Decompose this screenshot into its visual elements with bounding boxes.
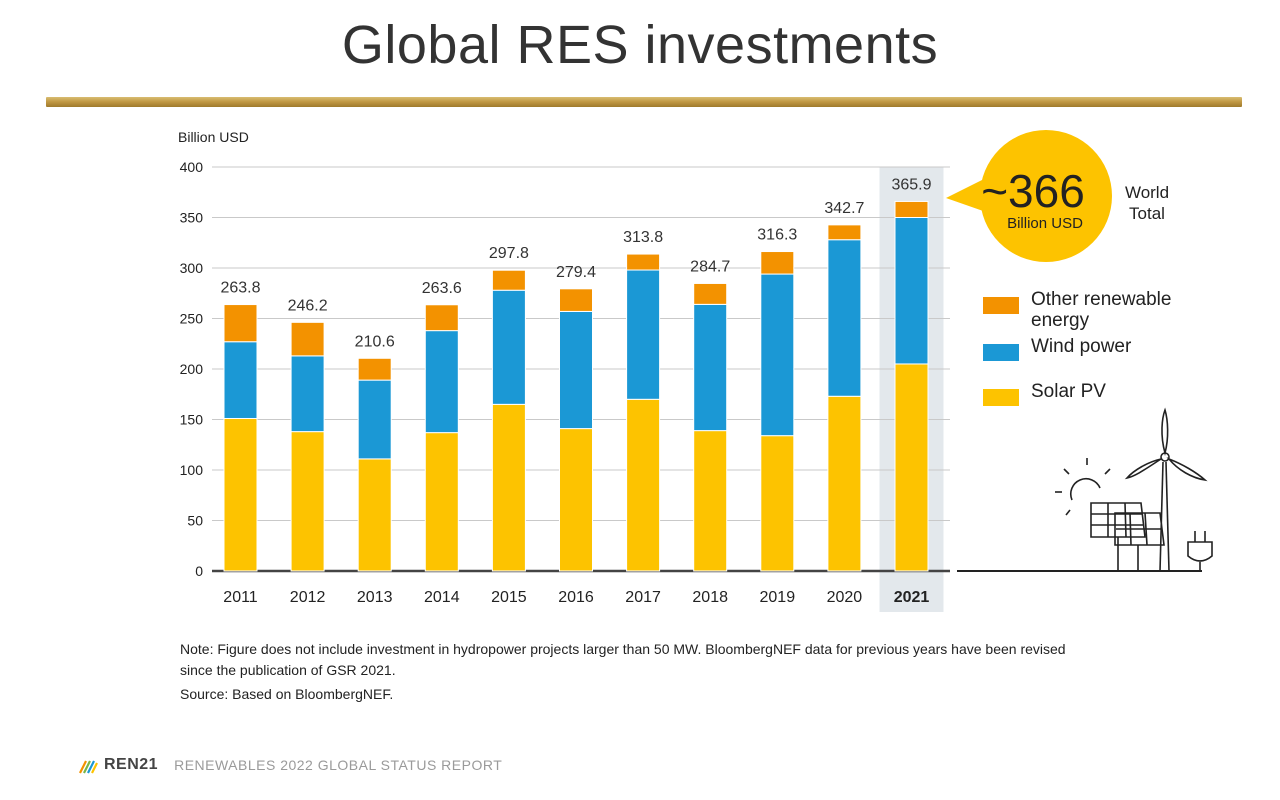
bar-other-renewable-energy [559,288,593,312]
note-line-1: Note: Figure does not include investment… [180,641,1066,657]
bar-wind-power [559,310,593,430]
bar-other-renewable-energy [894,200,929,218]
bar-solar-pv [626,398,661,572]
callout-value: ~366 [981,165,1085,217]
footer-logo-text: REN21 [104,756,159,773]
bar-wind-power [357,379,392,460]
chart-source: Source: Based on BloombergNEF. [180,686,394,702]
bar-solar-pv [290,431,325,572]
bar-solar-pv [559,428,593,572]
bar-wind-power [894,217,929,365]
bar-solar-pv [424,432,459,572]
total-label: 342.7 [824,200,864,217]
plug-icon [1187,531,1213,571]
bar-other-renewable-energy [223,304,258,343]
footer-report-title: RENEWABLES 2022 GLOBAL STATUS REPORT [174,757,503,773]
x-tick-label: 2014 [424,589,460,606]
bar-wind-power [760,273,795,437]
bar-solar-pv [693,430,728,572]
bar-solar-pv [491,403,526,572]
bar-other-renewable-energy [827,224,862,241]
x-tick-label: 2013 [357,589,393,606]
bar-solar-pv [894,363,929,572]
x-tick-label: 2017 [625,589,661,606]
bar-other-renewable-energy [491,269,526,291]
bar-wind-power [491,289,526,405]
y-tick-label: 200 [180,361,204,377]
footer: REN21 RENEWABLES 2022 GLOBAL STATUS REPO… [78,754,502,776]
x-tick-label: 2011 [223,589,258,606]
bar-solar-pv [760,435,795,572]
x-tick-label: 2018 [692,589,728,606]
total-label: 279.4 [556,264,596,281]
bar-wind-power [693,303,728,432]
slide-title: Global RES investments [341,15,939,75]
bar-other-renewable-energy [760,251,795,275]
callout-bubble [980,130,1112,262]
bar-wind-power [424,330,459,434]
bar-other-renewable-energy [424,304,459,332]
bar-other-renewable-energy [357,357,392,381]
callout-unit: Billion USD [1007,215,1083,232]
y-tick-label: 0 [195,563,203,579]
total-label: 246.2 [288,297,328,314]
total-label: 263.6 [422,280,462,297]
bar-solar-pv [357,458,392,572]
y-tick-label: 100 [180,462,204,478]
illustration [957,407,1213,572]
total-label: 284.7 [690,258,730,275]
y-tick-label: 150 [180,412,204,428]
title-divider [46,97,1242,107]
x-tick-label: 2019 [760,589,796,606]
sun-icon [1055,458,1111,516]
legend-label: Wind power [1031,336,1132,357]
bar-wind-power [223,341,258,419]
legend-label: Solar PV [1031,381,1106,402]
callout-side-label: World [1125,183,1169,202]
chart-note: Note: Figure does not include investment… [180,639,1180,681]
total-label: 210.6 [355,333,395,350]
legend-swatch [983,344,1019,361]
total-label: 365.9 [891,176,931,193]
legend-swatch [983,389,1019,406]
y-tick-label: 250 [180,311,204,327]
bar-other-renewable-energy [693,282,728,305]
bar-wind-power [290,355,325,433]
legend-label: energy [1031,310,1090,331]
total-label: 316.3 [757,227,797,244]
x-tick-label: 2020 [827,589,863,606]
total-label: 313.8 [623,229,663,246]
callout-side-label: Total [1129,204,1165,223]
y-tick-label: 300 [180,260,204,276]
y-tick-label: 400 [180,159,204,175]
total-label: 297.8 [489,245,529,262]
x-tick-label: 2015 [491,589,527,606]
investment-chart: 0 50 100 150 200 250 300 350 400 263.8 2011 246.2 20… [178,129,1213,612]
y-axis-label: Billion USD [178,129,249,145]
total-label: 263.8 [220,280,260,297]
solar-panel-icon [1090,502,1165,571]
legend-label: Other renewable [1031,289,1171,310]
bar-wind-power [626,269,661,400]
x-tick-label: 2012 [290,589,326,606]
x-tick-label: 2021 [894,589,930,606]
legend-swatch [983,297,1019,314]
y-tick-label: 50 [187,513,203,529]
wind-turbine-icon [1124,407,1208,572]
x-tick-label: 2016 [558,589,594,606]
ren21-logo-icon [79,760,98,774]
bar-other-renewable-energy [626,253,661,271]
y-tick-label: 350 [180,210,204,226]
bar-other-renewable-energy [290,321,325,357]
bar-solar-pv [827,395,862,572]
note-line-2: since the publication of GSR 2021. [180,662,396,678]
callout-pointer [946,178,986,212]
bar-solar-pv [223,417,258,572]
bar-wind-power [827,239,862,397]
